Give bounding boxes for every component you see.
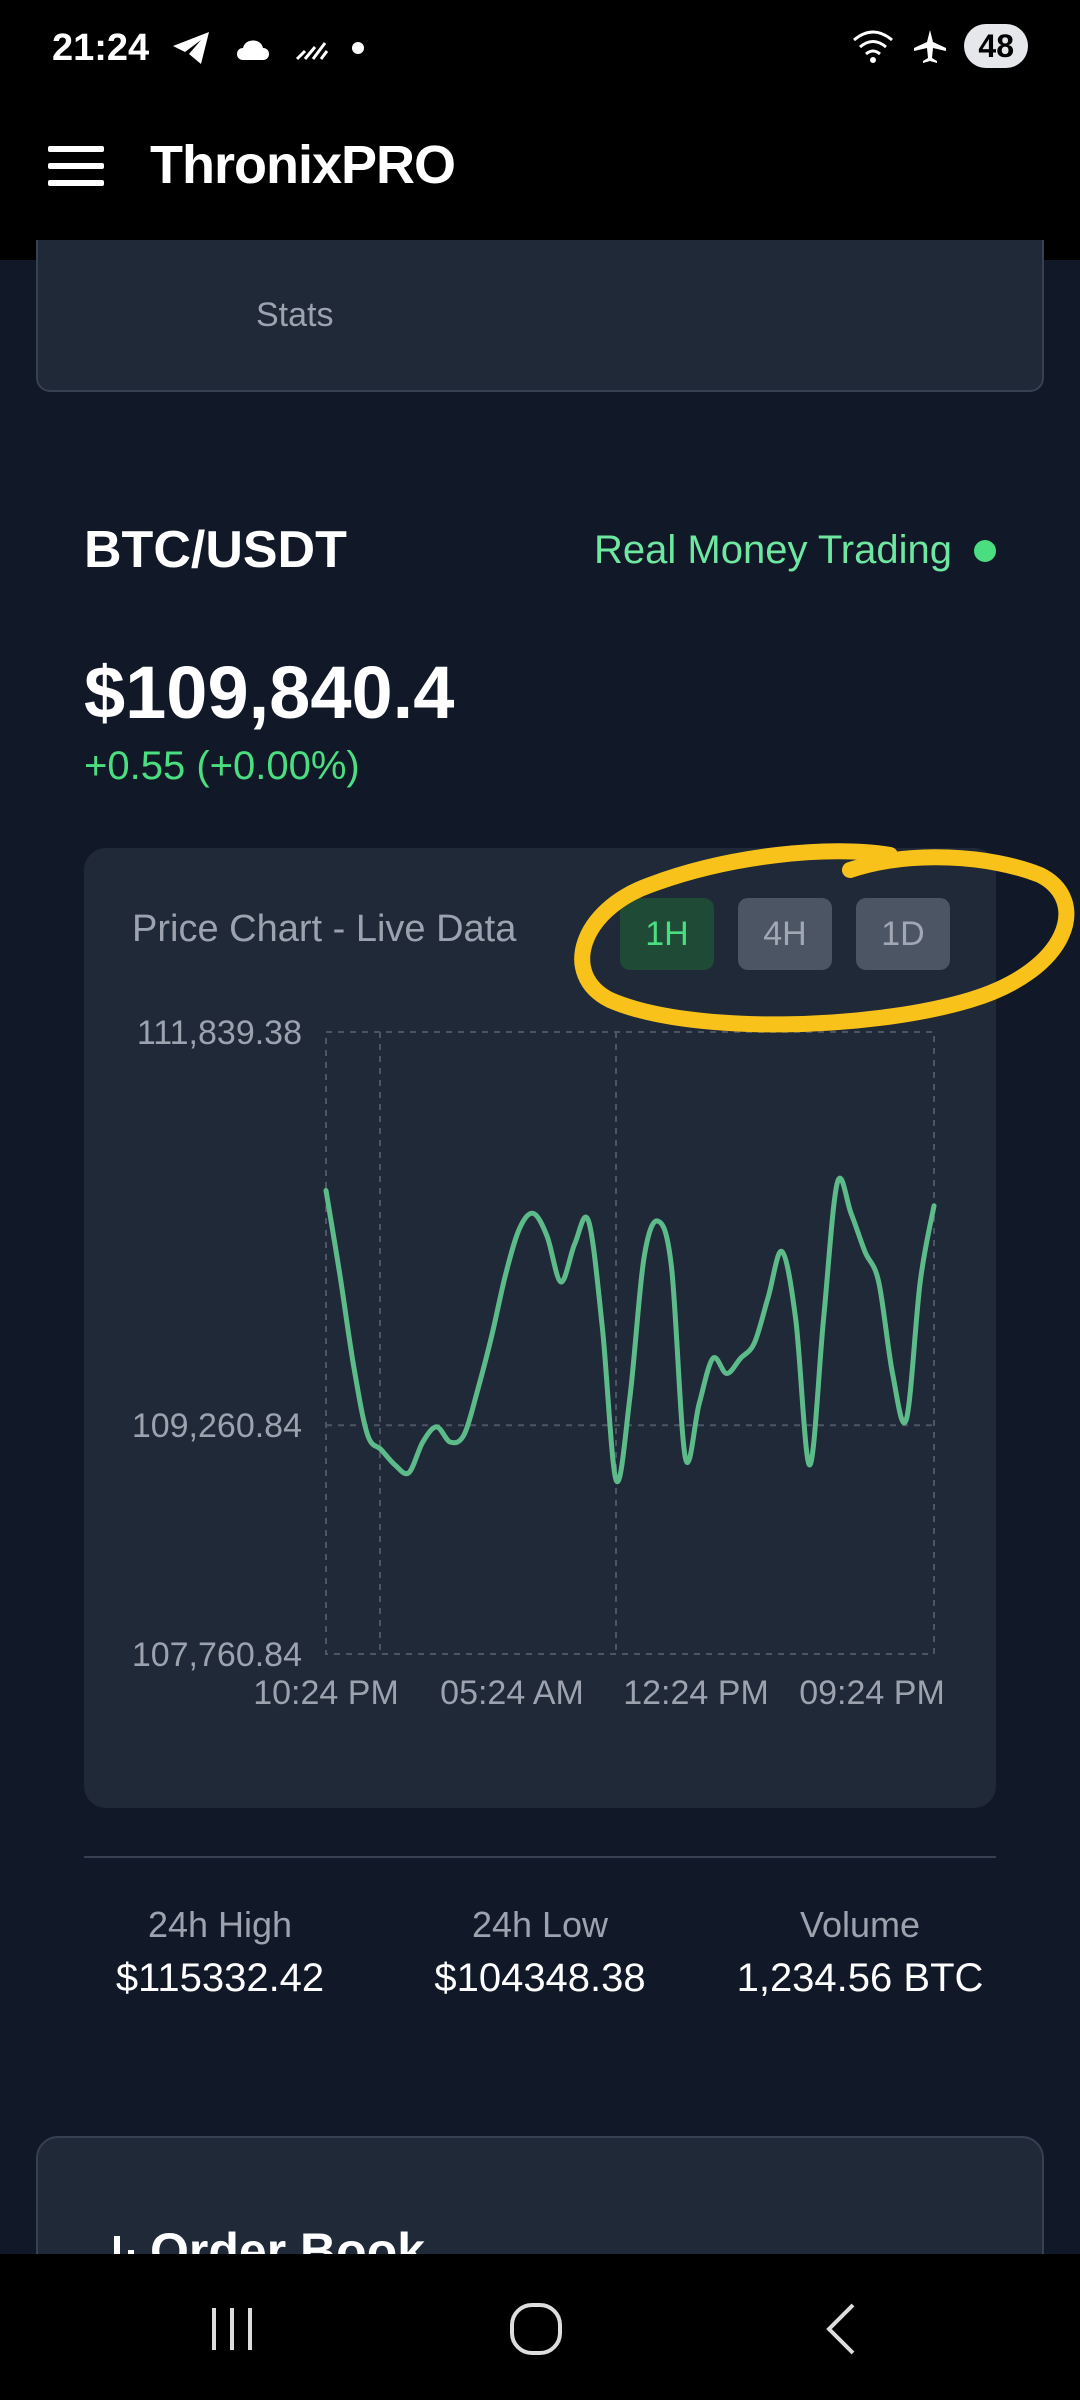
home-icon[interactable]: [496, 2294, 576, 2364]
stats-tab-label[interactable]: Stats: [256, 296, 334, 334]
current-price: $109,840.4: [84, 651, 455, 734]
pair-symbol: BTC/USDT: [84, 521, 347, 579]
stat-volume: Volume 1,234.56 BTC: [708, 1904, 1012, 2001]
stat-24h-high: 24h High $115332.42: [68, 1904, 372, 2001]
battery-level: 48: [978, 27, 1014, 64]
stat-label: Volume: [799, 1904, 921, 1945]
back-icon[interactable]: [800, 2294, 880, 2364]
stat-value: $104348.38: [434, 1956, 646, 2000]
price-series-line: [323, 1175, 937, 1485]
y-tick-label: 111,839.38: [137, 1014, 302, 1052]
stats-card: Stats: [36, 240, 1044, 392]
live-dot-icon: [974, 539, 996, 562]
y-tick-label: 109,260.84: [132, 1407, 302, 1445]
telegram-icon: [173, 32, 210, 64]
stat-label: 24h Low: [471, 1904, 609, 1945]
y-axis-ticks: 111,839.38 109,260.84 107,760.84: [132, 1014, 302, 1674]
stat-value: 1,234.56 BTC: [736, 1956, 984, 2000]
chart-grid: [325, 1031, 935, 1655]
trading-mode-badge: Real Money Trading: [594, 528, 996, 573]
stat-value: $115332.42: [115, 1956, 325, 2000]
x-axis-ticks: 10:24 PM 05:24 AM 12:24 PM 09:24 PM: [253, 1674, 945, 1712]
x-tick-label: 10:24 PM: [253, 1674, 399, 1712]
wifi-icon: [853, 30, 894, 63]
signal-slash-icon: [296, 42, 329, 61]
system-nav-bar: [0, 2254, 1080, 2400]
x-tick-label: 12:24 PM: [623, 1674, 769, 1712]
section-divider: [84, 1856, 996, 1858]
x-tick-label: 09:24 PM: [799, 1674, 945, 1712]
battery-indicator: 48: [964, 24, 1028, 68]
status-bar: 21:24 48: [0, 0, 1080, 96]
price-change: +0.55 (+0.00%): [84, 744, 360, 788]
price-chart-card: Price Chart - Live Data 1H 4H 1D 111,839…: [84, 848, 996, 1808]
y-tick-label: 107,760.84: [132, 1636, 302, 1674]
dot-icon: [352, 42, 365, 54]
grid-border: [325, 1031, 935, 1655]
stat-label: 24h High: [147, 1904, 293, 1945]
app-bar: ThronixPRO: [0, 96, 1080, 260]
stat-24h-low: 24h Low $104348.38: [388, 1904, 692, 2001]
app-title: ThronixPRO: [150, 135, 456, 195]
menu-icon[interactable]: [48, 146, 104, 186]
chart-title: Price Chart - Live Data: [132, 908, 517, 950]
price-line-chart[interactable]: 111,839.38 109,260.84 107,760.84 10:24 PM 0…: [84, 848, 996, 1808]
cloud-icon: [237, 40, 270, 60]
airplane-icon: [914, 30, 947, 63]
status-time: 21:24: [52, 26, 150, 69]
x-tick-label: 05:24 AM: [440, 1674, 584, 1712]
recents-icon[interactable]: [192, 2294, 272, 2364]
trading-mode-label: Real Money Trading: [594, 528, 952, 572]
